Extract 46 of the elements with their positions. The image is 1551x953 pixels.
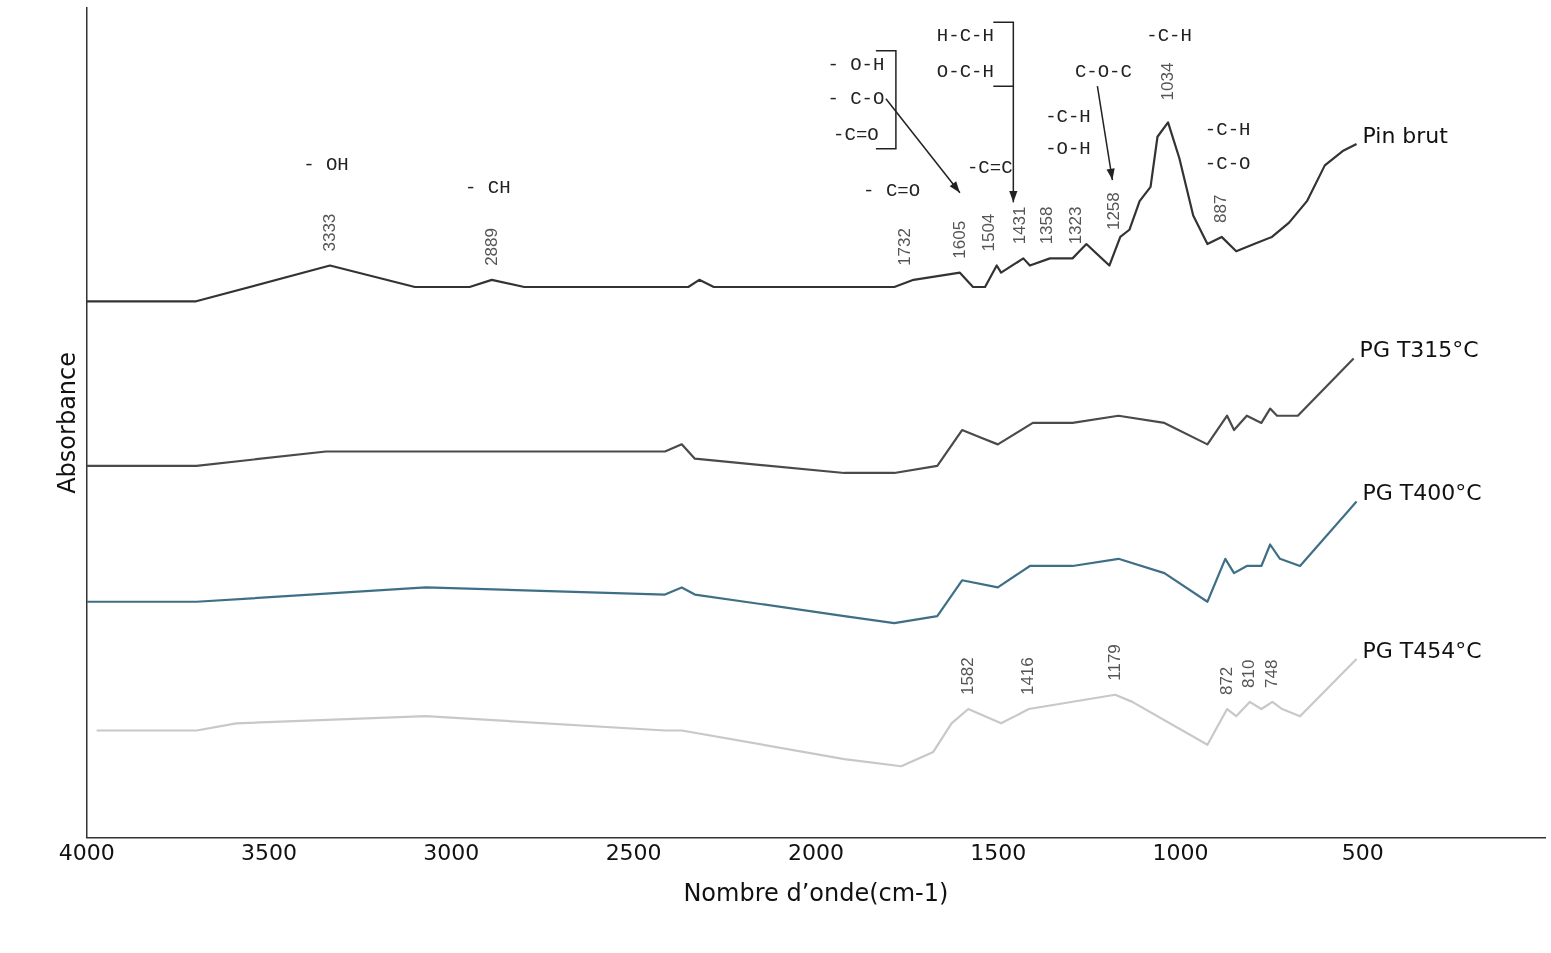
annotation: 1358 xyxy=(1036,206,1056,245)
annotation: 1732 xyxy=(895,228,915,266)
x-tick-label: 3500 xyxy=(241,839,298,865)
annotation: 1034 xyxy=(1157,62,1177,101)
annotation: 1582 xyxy=(957,657,977,696)
annotation: -O-H xyxy=(1045,138,1091,161)
annotation: 1504 xyxy=(979,213,999,252)
text: -C-H xyxy=(1146,25,1192,48)
annotation: 748 xyxy=(1262,659,1281,688)
text: - C-O xyxy=(827,87,885,110)
text: O-C-H xyxy=(936,61,994,84)
series-label: PG T454°C xyxy=(1362,637,1482,663)
text: H-C-H xyxy=(936,25,994,48)
x-tick-label: 500 xyxy=(1341,839,1384,865)
annotation: -C=O xyxy=(833,123,879,146)
annotation: 1323 xyxy=(1066,206,1086,245)
annotation: 3333 xyxy=(319,213,339,252)
annotation: 2889 xyxy=(481,228,501,266)
y-axis-title: Absorbance xyxy=(52,351,81,494)
annotation: - CH xyxy=(465,176,511,199)
annotation: 1605 xyxy=(949,220,969,259)
annotation: 1416 xyxy=(1018,657,1038,696)
x-axis-title: Nombre d’onde(cm-1) xyxy=(683,878,949,907)
annotation: 1179 xyxy=(1104,644,1124,681)
series-label: PG T315°C xyxy=(1359,337,1479,363)
annotation: 1258 xyxy=(1104,192,1124,231)
annotation: - C=O xyxy=(863,179,921,202)
series-label: PG T400°C xyxy=(1362,480,1482,506)
x-tick-label: 1500 xyxy=(970,839,1027,865)
text: - O-H xyxy=(827,53,885,76)
x-tick-label: 3000 xyxy=(423,839,480,865)
x-tick-label: 4000 xyxy=(58,839,115,865)
annotation: - OH xyxy=(303,153,349,176)
annotation: 1431 xyxy=(1010,206,1030,245)
x-tick-label: 1000 xyxy=(1152,839,1209,865)
annotation: 810 xyxy=(1239,659,1259,688)
text: C-O-C xyxy=(1074,61,1132,84)
annotation: -C-H xyxy=(1204,118,1251,141)
annotation: 872 xyxy=(1216,666,1236,696)
annotation: -C=C xyxy=(966,156,1013,179)
x-tick-label: 2000 xyxy=(787,839,844,865)
series-label: Pin brut xyxy=(1362,122,1449,148)
annotation: -C-H xyxy=(1045,106,1091,129)
annotation: 887 xyxy=(1211,194,1231,223)
x-tick-label: 2500 xyxy=(605,839,662,865)
annotation: -C-O xyxy=(1204,152,1251,175)
